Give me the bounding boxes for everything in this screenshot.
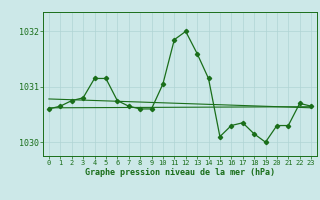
X-axis label: Graphe pression niveau de la mer (hPa): Graphe pression niveau de la mer (hPa) [85, 168, 275, 177]
